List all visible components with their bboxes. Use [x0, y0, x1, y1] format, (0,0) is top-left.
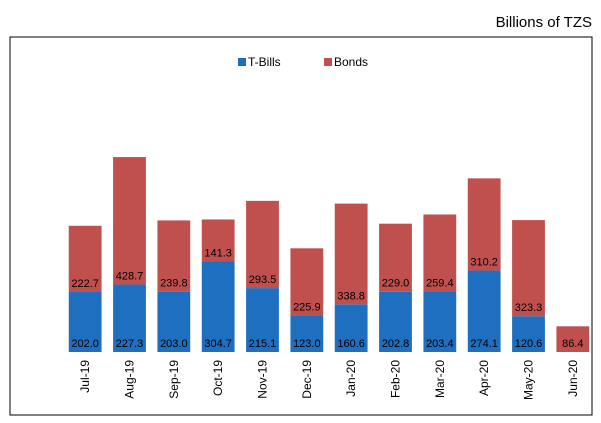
bar-segment — [246, 200, 279, 289]
bar-segment — [379, 291, 412, 352]
legend-label: T-Bills — [248, 55, 281, 69]
value-label: 323.3 — [515, 302, 543, 314]
value-label: 428.7 — [116, 270, 144, 282]
bar-segment — [290, 248, 324, 316]
x-tick-label: May-20 — [522, 360, 536, 400]
value-label: 222.7 — [71, 278, 99, 290]
value-label: 160.6 — [337, 338, 365, 350]
x-tick-label: Nov-19 — [256, 360, 270, 399]
bar-segment — [334, 203, 368, 305]
bar-segment — [556, 326, 590, 352]
x-tick-label: Apr-20 — [477, 360, 491, 396]
value-label: 120.6 — [515, 338, 543, 350]
bar-segment — [113, 284, 146, 352]
value-label: 203.4 — [426, 338, 454, 350]
bar-segment — [113, 157, 146, 285]
legend-label: Bonds — [334, 55, 368, 69]
x-tick-label: Mar-20 — [433, 360, 447, 398]
value-label: 215.1 — [249, 338, 277, 350]
legend-swatch — [324, 58, 332, 66]
bar-segment — [68, 225, 102, 292]
bar-segment — [334, 304, 368, 352]
value-label: 203.0 — [160, 338, 188, 350]
x-tick-label: Jan-20 — [344, 360, 358, 397]
bar-segment — [512, 316, 545, 352]
value-label: 338.8 — [337, 290, 365, 302]
bar-segment — [68, 291, 102, 352]
value-label: 202.0 — [71, 338, 99, 350]
value-label: 86.4 — [562, 338, 583, 350]
bar-segment — [290, 315, 324, 352]
legend-swatch — [238, 58, 246, 66]
value-label: 227.3 — [116, 338, 144, 350]
value-label: 304.7 — [204, 338, 232, 350]
value-label: 123.0 — [293, 338, 321, 350]
bar-segment — [201, 261, 235, 352]
bar-segment — [467, 178, 501, 271]
x-tick-label: Sep-19 — [167, 360, 181, 399]
x-tick-label: Feb-20 — [389, 360, 403, 398]
bar-segment — [379, 223, 412, 292]
x-tick-label: Oct-19 — [211, 360, 225, 396]
unit-label: Billions of TZS — [496, 14, 592, 31]
bar-segment — [157, 220, 191, 292]
value-label: 225.9 — [293, 301, 321, 313]
x-tick-label: Dec-19 — [300, 360, 314, 399]
value-label: 141.3 — [204, 247, 232, 259]
value-label: 293.5 — [249, 274, 277, 286]
x-tick-label: Jun-20 — [566, 360, 580, 397]
value-label: 229.0 — [382, 278, 410, 290]
bar-segment — [423, 214, 457, 292]
bar-segment — [201, 219, 235, 262]
value-label: 239.8 — [160, 278, 188, 290]
value-label: 202.8 — [382, 338, 410, 350]
value-label: 259.4 — [426, 278, 454, 290]
x-tick-label: Aug-19 — [123, 360, 137, 399]
bar-segment — [423, 291, 457, 352]
bar-segment — [157, 291, 191, 352]
x-tick-label: Jul-19 — [78, 360, 92, 393]
bar-segment — [512, 220, 545, 317]
bar-segment — [246, 288, 279, 352]
bar-segment — [467, 270, 501, 352]
value-label: 274.1 — [470, 338, 498, 350]
value-label: 310.2 — [470, 257, 498, 269]
